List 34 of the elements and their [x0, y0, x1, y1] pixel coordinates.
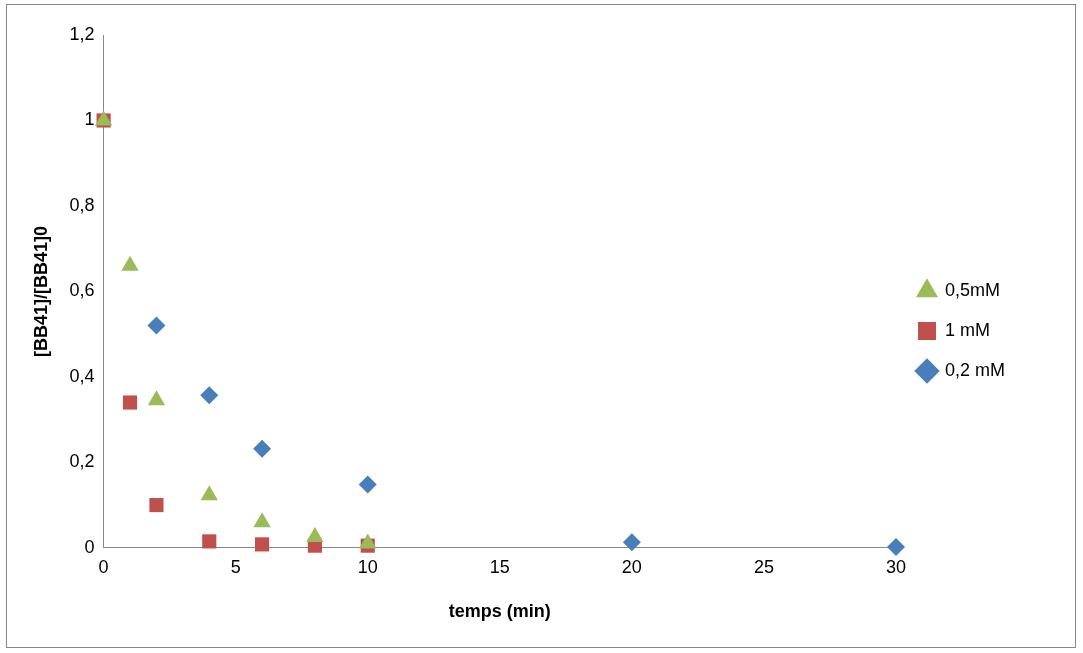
y-tick-label: 0,8	[69, 194, 95, 215]
point	[202, 534, 217, 549]
point	[253, 512, 271, 528]
point	[200, 386, 219, 405]
point	[359, 533, 377, 549]
point	[253, 439, 272, 458]
legend-label: 0,2 mM	[944, 359, 1005, 380]
x-tick-label: 0	[98, 556, 109, 577]
y-tick-label: 0,2	[69, 451, 95, 472]
y-tick-label: 0,6	[69, 280, 95, 301]
y-tick-label: 0	[84, 536, 95, 557]
y-tick-label: 1	[84, 109, 95, 130]
point	[200, 485, 218, 501]
chart-frame: temps (min) [BB41]/[BB41]0 0,5mM 1 mM 0,2 mM 0 5 10 15 20 25 30 0 0,2 0,4 0,6 0,8 1 1,2	[6, 4, 1076, 648]
point	[255, 537, 270, 552]
x-tick-label: 30	[885, 556, 906, 577]
x-tick-label: 20	[621, 556, 642, 577]
point	[886, 537, 905, 556]
point	[147, 316, 166, 335]
y-axis-title: [BB41]/[BB41]0	[30, 225, 51, 357]
x-tick-label: 10	[357, 556, 378, 577]
point	[358, 475, 377, 494]
point	[622, 533, 641, 552]
x-tick-label: 15	[489, 556, 510, 577]
y-tick-label: 1,2	[69, 23, 95, 44]
point	[149, 498, 164, 513]
point	[122, 395, 138, 410]
x-tick-label: 25	[753, 556, 774, 577]
point	[306, 527, 324, 543]
x-tick-label: 5	[230, 556, 241, 577]
y-tick-label: 0,4	[69, 365, 95, 386]
legend-label: 1 mM	[944, 319, 990, 340]
legend-label: 0,5mM	[944, 279, 1000, 300]
x-axis-title: temps (min)	[448, 601, 551, 622]
